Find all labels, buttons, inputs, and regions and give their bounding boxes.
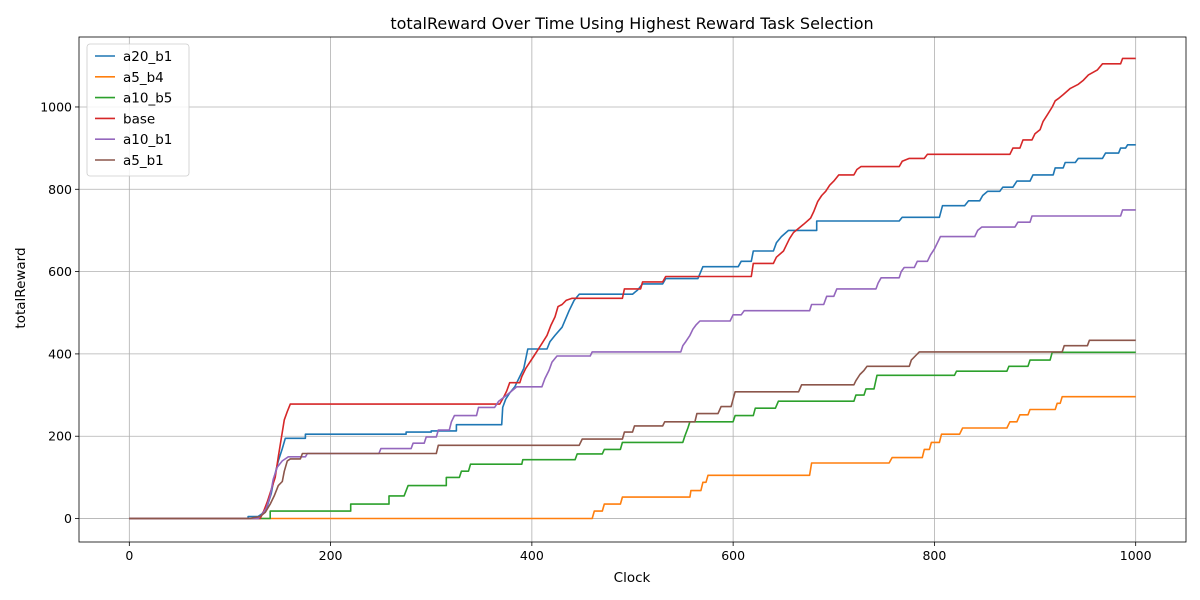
legend-label-a20_b1: a20_b1 [123,49,172,65]
y-axis: 0 200 400 600 800 1000 [40,99,79,526]
legend-label-base: base [123,111,155,127]
y-tick-label: 600 [48,264,72,279]
x-tick-label: 1000 [1120,548,1152,563]
series-line-a5_b1 [129,339,1136,520]
series-line-base [129,57,1136,520]
y-axis-label: totalReward [13,247,29,328]
series-line-a20_b1 [129,144,1136,520]
y-tick-label: 400 [48,346,72,361]
chart-title: totalReward Over Time Using Highest Rewa… [390,14,873,33]
x-tick-label: 800 [922,548,946,563]
x-tick-label: 0 [125,548,133,563]
y-tick-label: 800 [48,182,72,197]
legend-label-a10_b5: a10_b5 [123,91,172,107]
legend-label-a5_b1: a5_b1 [123,153,164,169]
y-tick-label: 1000 [40,99,72,114]
y-tick-label: 0 [64,511,72,526]
y-tick-label: 200 [48,429,72,444]
x-axis-label: Clock [614,570,651,586]
series-line-a5_b4 [129,395,1136,520]
plot-series [129,57,1136,520]
series-line-a10_b5 [129,351,1136,520]
x-axis: 0 200 400 600 800 1000 [125,542,1152,563]
plot-area-frame [78,36,1187,543]
series-line-a10_b1 [129,209,1136,520]
legend-label-a10_b1: a10_b1 [123,132,172,148]
x-tick-label: 600 [721,548,745,563]
legend-label-a5_b4: a5_b4 [123,70,164,86]
x-tick-label: 400 [520,548,544,563]
x-tick-label: 200 [319,548,343,563]
